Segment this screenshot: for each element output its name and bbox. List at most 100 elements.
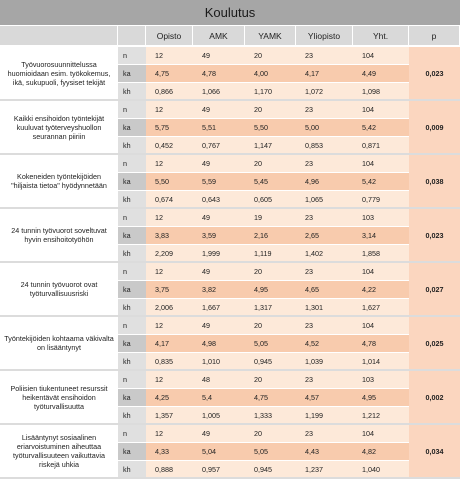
table-row: Kokeneiden työntekijöiden "hiljaista tie… bbox=[0, 155, 460, 209]
cell-ka: 5,00 bbox=[296, 119, 353, 137]
cell-n: 20 bbox=[245, 263, 296, 281]
cell-ka: 5,04 bbox=[193, 443, 245, 461]
row-label: 24 tunnin työvuorot soveltuvat hyvin ens… bbox=[0, 209, 118, 263]
cell-n: 12 bbox=[146, 317, 193, 335]
cell-ka: 3,59 bbox=[193, 227, 245, 245]
cell-kh: 1,237 bbox=[296, 461, 353, 479]
p-value: 0,009 bbox=[409, 101, 460, 155]
stat-label-kh: kh bbox=[118, 299, 146, 317]
table-row: 24 tunnin työvuorot soveltuvat hyvin ens… bbox=[0, 209, 460, 263]
row-label: Lisääntynyt sosiaalinen eriarvoistuminen… bbox=[0, 425, 118, 479]
stat-label-kh: kh bbox=[118, 245, 146, 263]
cell-kh: 0,957 bbox=[193, 461, 245, 479]
cell-kh: 1,119 bbox=[245, 245, 296, 263]
stat-label-n: n bbox=[118, 425, 146, 443]
stat-label-n: n bbox=[118, 155, 146, 173]
cell-n: 12 bbox=[146, 371, 193, 389]
stat-label-n: n bbox=[118, 47, 146, 65]
cell-ka: 5,05 bbox=[245, 335, 296, 353]
stat-label-kh: kh bbox=[118, 461, 146, 479]
cell-kh: 1,147 bbox=[245, 137, 296, 155]
cell-kh: 1,858 bbox=[353, 245, 409, 263]
cell-n: 23 bbox=[296, 101, 353, 119]
cell-n: 23 bbox=[296, 209, 353, 227]
cell-n: 48 bbox=[193, 371, 245, 389]
cell-ka: 4,82 bbox=[353, 443, 409, 461]
cell-n: 49 bbox=[193, 209, 245, 227]
cell-n: 12 bbox=[146, 155, 193, 173]
p-value: 0,002 bbox=[409, 371, 460, 425]
cell-ka: 4,22 bbox=[353, 281, 409, 299]
cell-kh: 0,767 bbox=[193, 137, 245, 155]
cell-n: 104 bbox=[353, 263, 409, 281]
cell-ka: 4,78 bbox=[193, 65, 245, 83]
row-label: Työvuorosuunnittelussa huomioidaan esim.… bbox=[0, 47, 118, 101]
stat-label-n: n bbox=[118, 101, 146, 119]
cell-ka: 4,57 bbox=[296, 389, 353, 407]
cell-kh: 0,945 bbox=[245, 353, 296, 371]
cell-kh: 1,402 bbox=[296, 245, 353, 263]
cell-n: 20 bbox=[245, 371, 296, 389]
cell-ka: 4,75 bbox=[146, 65, 193, 83]
column-header-yliopisto: Yliopisto bbox=[296, 26, 353, 47]
cell-ka: 3,75 bbox=[146, 281, 193, 299]
cell-ka: 4,00 bbox=[245, 65, 296, 83]
cell-ka: 4,25 bbox=[146, 389, 193, 407]
table-row: Työntekijöiden kohtaama väkivalta on lis… bbox=[0, 317, 460, 371]
cell-kh: 1,065 bbox=[296, 191, 353, 209]
p-value: 0,023 bbox=[409, 47, 460, 101]
cell-kh: 0,853 bbox=[296, 137, 353, 155]
cell-n: 49 bbox=[193, 47, 245, 65]
stat-label-ka: ka bbox=[118, 65, 146, 83]
cell-kh: 0,452 bbox=[146, 137, 193, 155]
stat-label-ka: ka bbox=[118, 119, 146, 137]
p-value: 0,038 bbox=[409, 155, 460, 209]
header-blank-label bbox=[0, 26, 118, 47]
table-row: Kaikki ensihoidon työntekijät kuuluvat t… bbox=[0, 101, 460, 155]
header-row: Opisto AMK YAMK Yliopisto Yht. p bbox=[0, 26, 460, 47]
cell-kh: 1,212 bbox=[353, 407, 409, 425]
cell-kh: 1,999 bbox=[193, 245, 245, 263]
row-label: Kaikki ensihoidon työntekijät kuuluvat t… bbox=[0, 101, 118, 155]
column-header-p: p bbox=[409, 26, 460, 47]
cell-kh: 1,014 bbox=[353, 353, 409, 371]
cell-n: 12 bbox=[146, 47, 193, 65]
cell-kh: 1,098 bbox=[353, 83, 409, 101]
stat-label-ka: ka bbox=[118, 443, 146, 461]
cell-n: 23 bbox=[296, 317, 353, 335]
cell-n: 104 bbox=[353, 425, 409, 443]
cell-kh: 1,667 bbox=[193, 299, 245, 317]
cell-ka: 4,95 bbox=[353, 389, 409, 407]
cell-n: 20 bbox=[245, 47, 296, 65]
cell-ka: 5,42 bbox=[353, 119, 409, 137]
p-value: 0,023 bbox=[409, 209, 460, 263]
cell-ka: 5,42 bbox=[353, 173, 409, 191]
table-row: ka 3,83 3,59 2,16 2,65 3,14 bbox=[0, 227, 460, 245]
cell-kh: 0,835 bbox=[146, 353, 193, 371]
cell-kh: 1,627 bbox=[353, 299, 409, 317]
table-title: Koulutus bbox=[0, 0, 460, 25]
cell-kh: 0,605 bbox=[245, 191, 296, 209]
cell-n: 23 bbox=[296, 371, 353, 389]
cell-kh: 1,357 bbox=[146, 407, 193, 425]
table-row: Lisääntynyt sosiaalinen eriarvoistuminen… bbox=[0, 425, 460, 479]
cell-ka: 4,33 bbox=[146, 443, 193, 461]
results-table: Opisto AMK YAMK Yliopisto Yht. p Työvuor… bbox=[0, 26, 460, 479]
header-blank-stat bbox=[118, 26, 146, 47]
stat-label-n: n bbox=[118, 209, 146, 227]
cell-kh: 0,866 bbox=[146, 83, 193, 101]
cell-n: 23 bbox=[296, 425, 353, 443]
stat-label-ka: ka bbox=[118, 335, 146, 353]
table-row: kh 0,866 1,066 1,170 1,072 1,098 bbox=[0, 83, 460, 101]
cell-kh: 1,072 bbox=[296, 83, 353, 101]
cell-kh: 1,039 bbox=[296, 353, 353, 371]
cell-kh: 1,199 bbox=[296, 407, 353, 425]
table-row: ka 5,50 5,59 5,45 4,96 5,42 bbox=[0, 173, 460, 191]
row-label: Kokeneiden työntekijöiden "hiljaista tie… bbox=[0, 155, 118, 209]
stat-label-n: n bbox=[118, 263, 146, 281]
cell-n: 103 bbox=[353, 371, 409, 389]
cell-ka: 2,16 bbox=[245, 227, 296, 245]
cell-ka: 4,98 bbox=[193, 335, 245, 353]
cell-ka: 4,17 bbox=[146, 335, 193, 353]
cell-kh: 1,040 bbox=[353, 461, 409, 479]
